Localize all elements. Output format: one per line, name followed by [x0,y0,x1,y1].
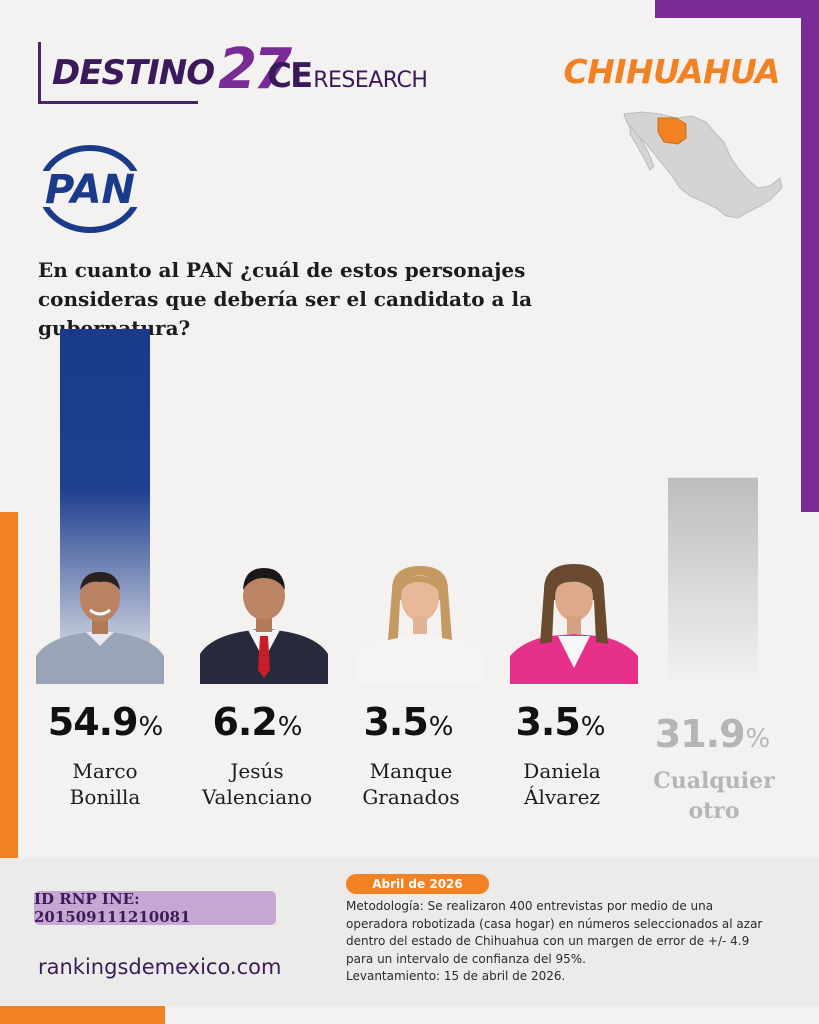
candidate-name-0: Marco Bonilla [69,759,141,809]
purple-corner-right [801,0,819,512]
bar-4 [668,477,758,684]
value-label-4: 31.9% [654,712,770,756]
partner-light: RESEARCH [313,68,428,93]
website-link[interactable]: rankingsdemexico.com [38,955,282,979]
purple-corner-top [655,0,819,18]
value-label-0: 54.9% [47,700,163,744]
candidate-name-3: Daniela Álvarez [523,759,601,809]
candidate-name-2: Manque Granados [362,759,460,809]
photo-daniela-alvarez [510,564,638,684]
ce-research-logo: CE RESEARCH [267,56,428,96]
survey-date-badge: Abril de 2026 [346,874,489,894]
candidate-name-1: Jesús Valenciano [201,759,313,809]
candidate-name-4: Cualquier otro [653,768,775,824]
photo-jesus-valenciano [200,568,328,684]
value-label-1: 6.2% [212,700,302,744]
brand-word: DESTINO [52,53,215,93]
value-label-2: 3.5% [363,700,453,744]
fieldwork-date: Levantamiento: 15 de abril de 2026. [346,969,566,983]
destino-27-logo: DESTINO 27 [38,37,292,104]
photo-marco-bonilla [36,572,164,684]
orange-corner-bottom [0,1006,165,1024]
partner-bold: CE [267,56,313,96]
pan-party-logo: PAN [36,145,144,233]
methodology-text: Metodología: Se realizaron 400 entrevist… [346,898,776,986]
pan-logo-text: PAN [45,167,135,213]
brand-number: 27 [218,37,292,102]
mexico-map-icon [623,111,783,219]
rnp-ine-badge: ID RNP INE: 201509111210081 [34,890,276,926]
state-title: CHIHUAHUA [563,52,780,91]
value-label-3: 3.5% [515,700,605,744]
methodology-paragraph: Metodología: Se realizaron 400 entrevist… [346,899,763,966]
photo-manque-granados [356,566,484,684]
survey-question: En cuanto al PAN ¿cuál de estos personaj… [38,258,533,340]
